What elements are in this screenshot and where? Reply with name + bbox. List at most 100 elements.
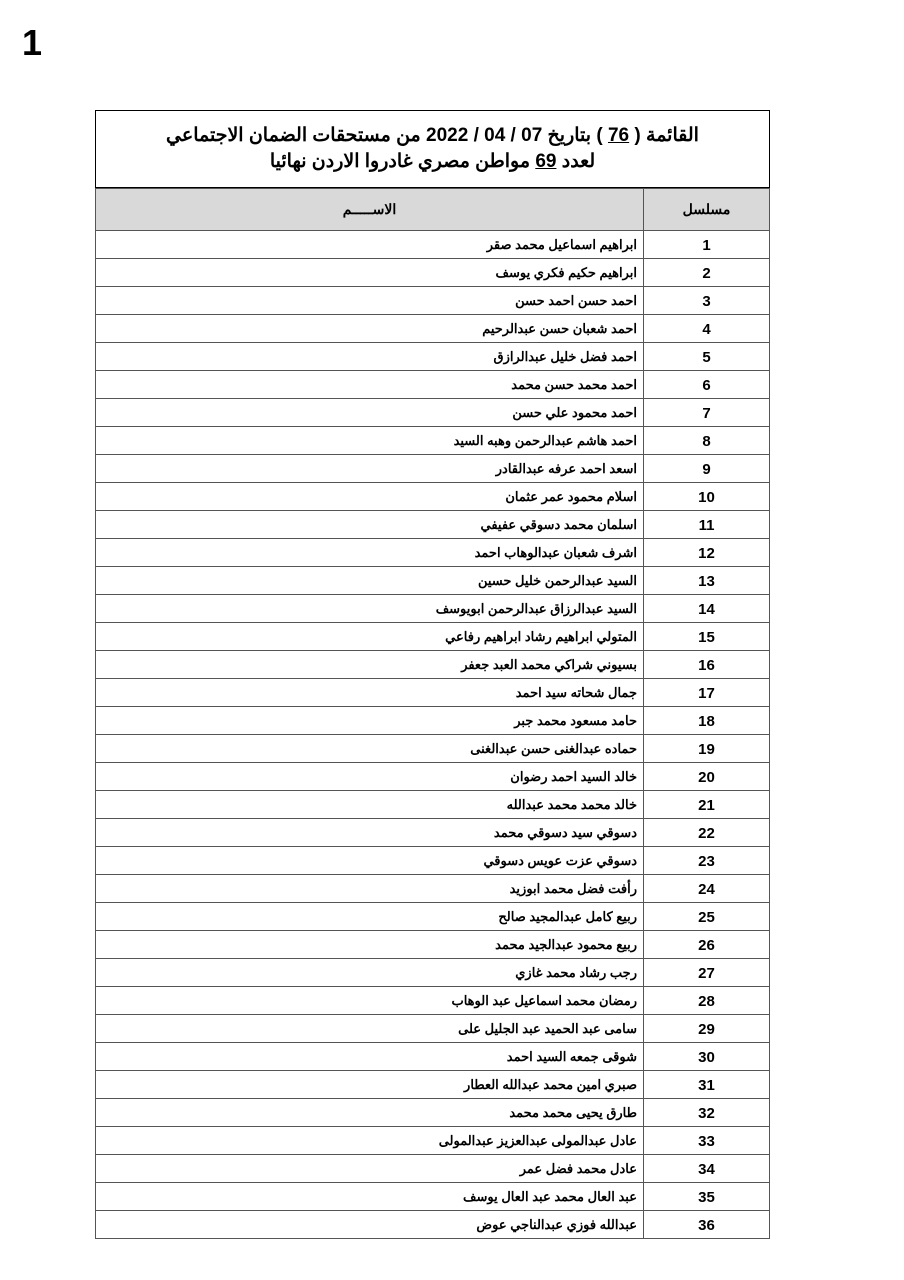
serial-cell: 5 (643, 342, 770, 371)
table-row: 26 ربيع محمود عبدالجيد محمد (95, 930, 770, 959)
name-cell: ابراهيم حكيم فكري يوسف (95, 258, 644, 287)
name-cell: احمد هاشم عبدالرحمن وهبه السيد (95, 426, 644, 455)
serial-cell: 12 (643, 538, 770, 567)
name-cell: طارق يحيى محمد محمد (95, 1098, 644, 1127)
serial-cell: 7 (643, 398, 770, 427)
serial-cell: 20 (643, 762, 770, 791)
table-row: 32 طارق يحيى محمد محمد (95, 1098, 770, 1127)
serial-cell: 3 (643, 286, 770, 315)
serial-cell: 29 (643, 1014, 770, 1043)
name-cell: احمد شعبان حسن عبدالرحيم (95, 314, 644, 343)
name-cell: شوقى جمعه السيد احمد (95, 1042, 644, 1071)
list-number: 76 (607, 125, 630, 146)
count-prefix: لعدد (561, 151, 596, 172)
name-cell: اسلمان محمد دسوقي عفيفي (95, 510, 644, 539)
serial-cell: 23 (643, 846, 770, 875)
name-cell: احمد فضل خليل عبدالرازق (95, 342, 644, 371)
table-row: 23 دسوقي عزت عويس دسوقي (95, 846, 770, 875)
serial-cell: 19 (643, 734, 770, 763)
name-cell: احمد حسن احمد حسن (95, 286, 644, 315)
name-cell: رأفت فضل محمد ابوزيد (95, 874, 644, 903)
document-title: القائمة ( 76 ) بتاريخ 07 / 04 / 2022 من … (95, 110, 770, 188)
header-serial: مسلسل (643, 188, 770, 231)
name-cell: ربيع كامل عبدالمجيد صالح (95, 902, 644, 931)
table-row: 33 عادل عبدالمولى عبدالعزيز عبدالمولى (95, 1126, 770, 1155)
name-cell: اسعد احمد عرفه عبدالقادر (95, 454, 644, 483)
serial-cell: 26 (643, 930, 770, 959)
name-cell: رمضان محمد اسماعيل عبد الوهاب (95, 986, 644, 1015)
citizen-count: 69 (535, 151, 557, 172)
count-suffix: مواطن مصري غادروا الاردن نهائيا (269, 151, 531, 172)
table-row: 5 احمد فضل خليل عبدالرازق (95, 342, 770, 371)
table-row: 36 عبدالله فوزي عبدالناجي عوض (95, 1210, 770, 1239)
table-row: 14 السيد عبدالرزاق عبدالرحمن ابويوسف (95, 594, 770, 623)
serial-cell: 25 (643, 902, 770, 931)
name-cell: السيد عبدالرحمن خليل حسين (95, 566, 644, 595)
name-cell: اسلام محمود عمر عثمان (95, 482, 644, 511)
serial-cell: 28 (643, 986, 770, 1015)
serial-cell: 34 (643, 1154, 770, 1183)
name-cell: عبد العال محمد عبد العال يوسف (95, 1182, 644, 1211)
serial-cell: 15 (643, 622, 770, 651)
table-row: 16 بسيوني شراكي محمد العبد جعفر (95, 650, 770, 679)
name-cell: عادل عبدالمولى عبدالعزيز عبدالمولى (95, 1126, 644, 1155)
table-header-row: مسلسل الاســـــم (95, 188, 770, 231)
table-row: 1 ابراهيم اسماعيل محمد صقر (95, 230, 770, 259)
name-cell: المتولي ابراهيم رشاد ابراهيم رفاعي (95, 622, 644, 651)
name-cell: صبري امين محمد عبدالله العطار (95, 1070, 644, 1099)
serial-cell: 31 (643, 1070, 770, 1099)
serial-cell: 14 (643, 594, 770, 623)
serial-cell: 21 (643, 790, 770, 819)
serial-cell: 30 (643, 1042, 770, 1071)
names-table: مسلسل الاســـــم 1 ابراهيم اسماعيل محمد ص… (95, 188, 770, 1239)
table-row: 20 خالد السيد احمد رضوان (95, 762, 770, 791)
name-cell: ربيع محمود عبدالجيد محمد (95, 930, 644, 959)
name-cell: اشرف شعبان عبدالوهاب احمد (95, 538, 644, 567)
table-row: 15 المتولي ابراهيم رشاد ابراهيم رفاعي (95, 622, 770, 651)
serial-cell: 13 (643, 566, 770, 595)
title-suffix: ) بتاريخ 07 / 04 / 2022 من مستحقات الضما… (166, 125, 603, 146)
name-cell: احمد محمود علي حسن (95, 398, 644, 427)
table-row: 31 صبري امين محمد عبدالله العطار (95, 1070, 770, 1099)
table-row: 30 شوقى جمعه السيد احمد (95, 1042, 770, 1071)
serial-cell: 32 (643, 1098, 770, 1127)
serial-cell: 11 (643, 510, 770, 539)
name-cell: حماده عبدالغنى حسن عبدالغنى (95, 734, 644, 763)
table-row: 28 رمضان محمد اسماعيل عبد الوهاب (95, 986, 770, 1015)
name-cell: خالد السيد احمد رضوان (95, 762, 644, 791)
table-row: 11 اسلمان محمد دسوقي عفيفي (95, 510, 770, 539)
serial-cell: 18 (643, 706, 770, 735)
serial-cell: 27 (643, 958, 770, 987)
title-line-2: لعدد 69 مواطن مصري غادروا الاردن نهائيا (96, 149, 769, 175)
table-row: 27 رجب رشاد محمد غازي (95, 958, 770, 987)
table-row: 3 احمد حسن احمد حسن (95, 286, 770, 315)
table-row: 2 ابراهيم حكيم فكري يوسف (95, 258, 770, 287)
name-cell: عبدالله فوزي عبدالناجي عوض (95, 1210, 644, 1239)
name-cell: سامى عبد الحميد عبد الجليل على (95, 1014, 644, 1043)
table-row: 35 عبد العال محمد عبد العال يوسف (95, 1182, 770, 1211)
table-row: 10 اسلام محمود عمر عثمان (95, 482, 770, 511)
serial-cell: 35 (643, 1182, 770, 1211)
name-cell: دسوقي عزت عويس دسوقي (95, 846, 644, 875)
table-row: 19 حماده عبدالغنى حسن عبدالغنى (95, 734, 770, 763)
serial-cell: 10 (643, 482, 770, 511)
table-row: 9 اسعد احمد عرفه عبدالقادر (95, 454, 770, 483)
table-row: 8 احمد هاشم عبدالرحمن وهبه السيد (95, 426, 770, 455)
page-number: 1 (22, 22, 43, 63)
serial-cell: 22 (643, 818, 770, 847)
table-row: 24 رأفت فضل محمد ابوزيد (95, 874, 770, 903)
name-cell: عادل محمد فضل عمر (95, 1154, 644, 1183)
name-cell: السيد عبدالرزاق عبدالرحمن ابويوسف (95, 594, 644, 623)
serial-cell: 2 (643, 258, 770, 287)
table-row: 13 السيد عبدالرحمن خليل حسين (95, 566, 770, 595)
serial-cell: 8 (643, 426, 770, 455)
table-row: 12 اشرف شعبان عبدالوهاب احمد (95, 538, 770, 567)
name-cell: خالد محمد محمد عبدالله (95, 790, 644, 819)
table-row: 34 عادل محمد فضل عمر (95, 1154, 770, 1183)
table-row: 18 حامد مسعود محمد جبر (95, 706, 770, 735)
name-cell: جمال شحاته سيد احمد (95, 678, 644, 707)
name-cell: حامد مسعود محمد جبر (95, 706, 644, 735)
serial-cell: 4 (643, 314, 770, 343)
title-line-1: القائمة ( 76 ) بتاريخ 07 / 04 / 2022 من … (96, 123, 769, 149)
document-sheet: القائمة ( 76 ) بتاريخ 07 / 04 / 2022 من … (95, 110, 770, 1239)
